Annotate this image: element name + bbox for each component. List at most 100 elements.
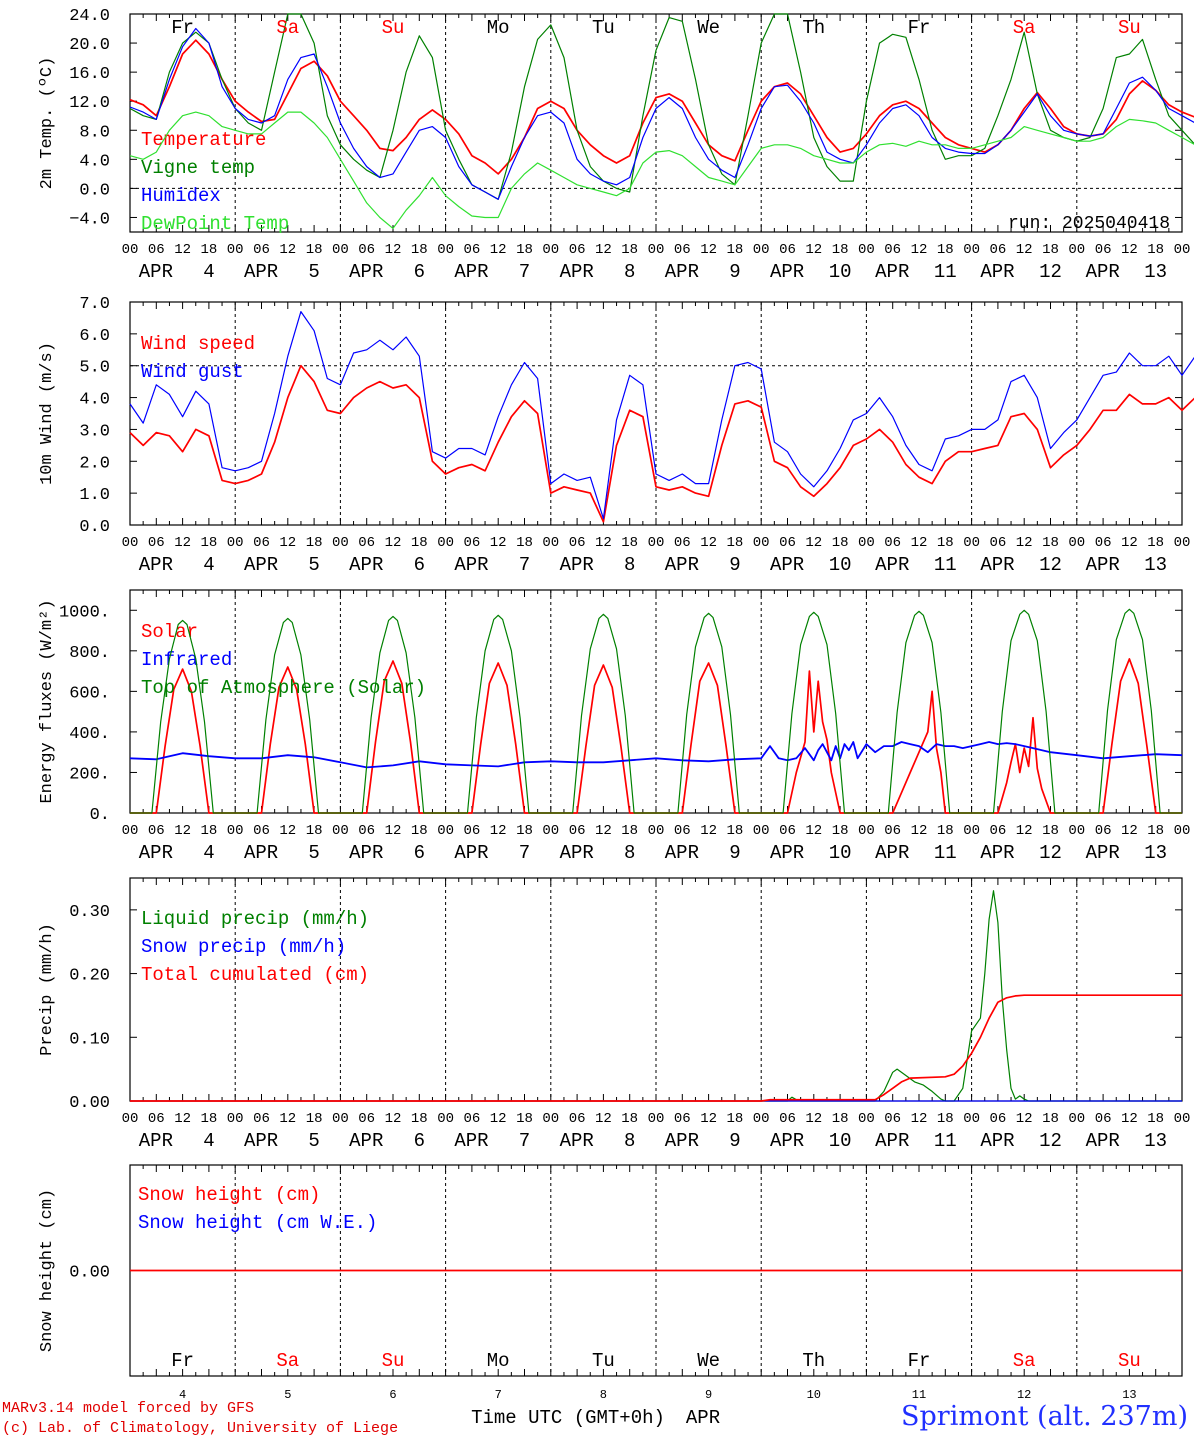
hour-tick-label: 18 xyxy=(1147,535,1164,551)
bottom-date-number: 9 xyxy=(705,1388,712,1402)
hour-tick-label: 12 xyxy=(174,823,191,839)
y-tick-label: 4.0 xyxy=(79,152,110,171)
hour-tick-label: 18 xyxy=(832,535,849,551)
hour-tick-label: 18 xyxy=(516,1111,533,1127)
y-tick-label: 0. xyxy=(90,806,110,825)
month-label: APR xyxy=(770,1130,804,1152)
series-line xyxy=(129,364,1194,523)
month-label: APR xyxy=(454,1130,488,1152)
hour-tick-label: 06 xyxy=(989,823,1006,839)
panel-3: 0. 200. 400. 600. 800. 1000.Energy fluxes (W/… xyxy=(38,589,1190,864)
bottom-date-number: 4 xyxy=(179,1388,186,1402)
date-label: 8 xyxy=(624,261,635,283)
hour-tick-label: 00 xyxy=(227,823,244,839)
legend-entry: Temperature xyxy=(141,129,266,151)
day-name: Su xyxy=(382,17,405,39)
date-label: 11 xyxy=(934,261,957,283)
hour-tick-label: 06 xyxy=(358,1111,375,1127)
hour-tick-label: 06 xyxy=(779,1111,796,1127)
month-label: APR xyxy=(980,1130,1014,1152)
hour-tick-label: 18 xyxy=(937,535,954,551)
bottom-date-number: 7 xyxy=(495,1388,502,1402)
day-name: Fr xyxy=(171,17,194,39)
hour-tick-label: 00 xyxy=(542,1111,559,1127)
month-label: APR xyxy=(875,261,909,283)
hour-tick-label: 12 xyxy=(174,1111,191,1127)
hour-tick-label: 00 xyxy=(963,1111,980,1127)
hour-tick-label: 00 xyxy=(1174,535,1191,551)
hour-tick-label: 06 xyxy=(148,242,165,258)
y-tick-label: 200. xyxy=(69,765,110,784)
date-label: 4 xyxy=(203,261,214,283)
month-label: APR xyxy=(560,554,594,576)
series-line xyxy=(130,994,1182,1102)
hour-tick-label: 00 xyxy=(1068,823,1085,839)
hour-tick-label: 18 xyxy=(1147,1111,1164,1127)
date-label: 12 xyxy=(1039,842,1062,864)
hour-tick-label: 18 xyxy=(200,823,217,839)
hour-tick-label: 06 xyxy=(884,535,901,551)
hour-tick-label: 06 xyxy=(989,242,1006,258)
month-label: APR xyxy=(139,842,173,864)
hour-tick-label: 06 xyxy=(253,535,270,551)
time-axis-month: APR xyxy=(686,1407,720,1429)
month-label: APR xyxy=(875,842,909,864)
date-label: 5 xyxy=(308,1130,319,1152)
hour-tick-label: 00 xyxy=(332,242,349,258)
hour-tick-label: 00 xyxy=(332,1111,349,1127)
hour-tick-label: 12 xyxy=(385,823,402,839)
date-label: 10 xyxy=(829,554,852,576)
date-label: 10 xyxy=(829,261,852,283)
hour-tick-label: 12 xyxy=(279,535,296,551)
hour-tick-label: 12 xyxy=(174,242,191,258)
month-label: APR xyxy=(560,261,594,283)
date-label: 4 xyxy=(203,1130,214,1152)
hour-tick-label: 12 xyxy=(490,242,507,258)
hour-tick-label: 06 xyxy=(253,1111,270,1127)
month-label: APR xyxy=(244,554,278,576)
day-name: Tu xyxy=(592,17,615,39)
day-name: We xyxy=(697,1350,720,1372)
date-label: 11 xyxy=(934,842,957,864)
day-name: Fr xyxy=(908,1350,931,1372)
hour-tick-label: 00 xyxy=(858,242,875,258)
date-label: 4 xyxy=(203,554,214,576)
hour-tick-label: 00 xyxy=(1068,242,1085,258)
date-label: 6 xyxy=(414,842,425,864)
hour-tick-label: 12 xyxy=(595,823,612,839)
hour-tick-label: 12 xyxy=(595,535,612,551)
hour-tick-label: 00 xyxy=(542,535,559,551)
series-line xyxy=(129,311,1194,520)
month-label: APR xyxy=(139,1130,173,1152)
day-name: Sa xyxy=(276,17,299,39)
series-line xyxy=(129,111,1194,229)
y-tick-label: 2.0 xyxy=(79,454,110,473)
hour-tick-label: 18 xyxy=(832,242,849,258)
hour-tick-label: 06 xyxy=(569,242,586,258)
bottom-date-number: 10 xyxy=(807,1388,821,1402)
hour-tick-label: 00 xyxy=(648,1111,665,1127)
plot-frame xyxy=(129,589,1183,814)
hour-tick-label: 12 xyxy=(279,823,296,839)
hour-tick-label: 12 xyxy=(1016,242,1033,258)
hour-tick-label: 12 xyxy=(174,535,191,551)
y-tick-label: 0.10 xyxy=(69,1030,110,1049)
hour-tick-label: 12 xyxy=(279,242,296,258)
hour-tick-label: 12 xyxy=(385,242,402,258)
hour-tick-label: 12 xyxy=(805,823,822,839)
y-tick-label: 800. xyxy=(69,644,110,663)
series-line xyxy=(129,741,1183,769)
hour-tick-label: 12 xyxy=(490,535,507,551)
hour-tick-label: 00 xyxy=(227,535,244,551)
hour-tick-label: 12 xyxy=(1121,242,1138,258)
date-label: 9 xyxy=(729,842,740,864)
day-name: We xyxy=(697,17,720,39)
legend-entry: Humidex xyxy=(141,185,221,207)
hour-tick-label: 00 xyxy=(1068,1111,1085,1127)
hour-tick-label: 18 xyxy=(937,1111,954,1127)
hour-tick-label: 00 xyxy=(963,823,980,839)
month-label: APR xyxy=(349,261,383,283)
date-label: 5 xyxy=(308,842,319,864)
hour-tick-label: 12 xyxy=(595,242,612,258)
hour-tick-label: 12 xyxy=(805,535,822,551)
